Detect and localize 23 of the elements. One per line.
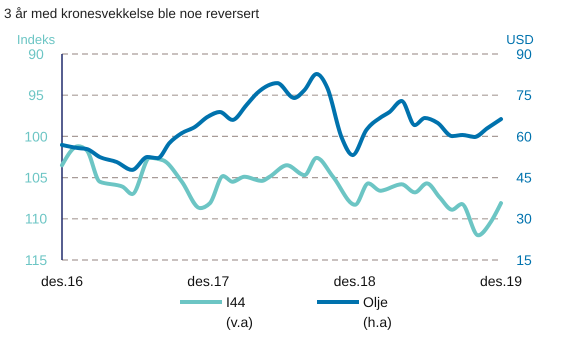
x-tick-label: des.17 (187, 273, 230, 289)
x-tick-label: des.18 (334, 273, 376, 289)
line-series (60, 72, 503, 172)
y-tick-label: 105 (24, 170, 48, 186)
x-tick-label: des.19 (480, 273, 522, 289)
y-tick-label: 100 (24, 128, 48, 144)
chart-title: 3 år med kronesvekkelse ble noe reversert (4, 6, 260, 21)
y2-axis-title: USD (506, 32, 534, 47)
legend-label: I44 (v.a) (226, 294, 253, 330)
y-tick-label: 115 (24, 252, 48, 268)
x-tick-label: des.16 (40, 273, 84, 289)
y2-tick-label: 90 (516, 46, 532, 62)
y2-tick-label: 75 (516, 87, 532, 104)
y-tick-label: 90 (28, 46, 44, 62)
y-axis-title: Indeks (16, 32, 56, 47)
legend-label: Olje (h.a) (363, 294, 392, 330)
y2-tick-label: 45 (516, 170, 532, 186)
y2-tick-label: 15 (516, 252, 532, 268)
y-tick-label: 95 (28, 87, 44, 104)
y-tick-label: 110 (24, 210, 48, 227)
y2-tick-label: 30 (516, 210, 532, 227)
y2-tick-label: 60 (516, 128, 532, 144)
line-series (60, 144, 503, 238)
